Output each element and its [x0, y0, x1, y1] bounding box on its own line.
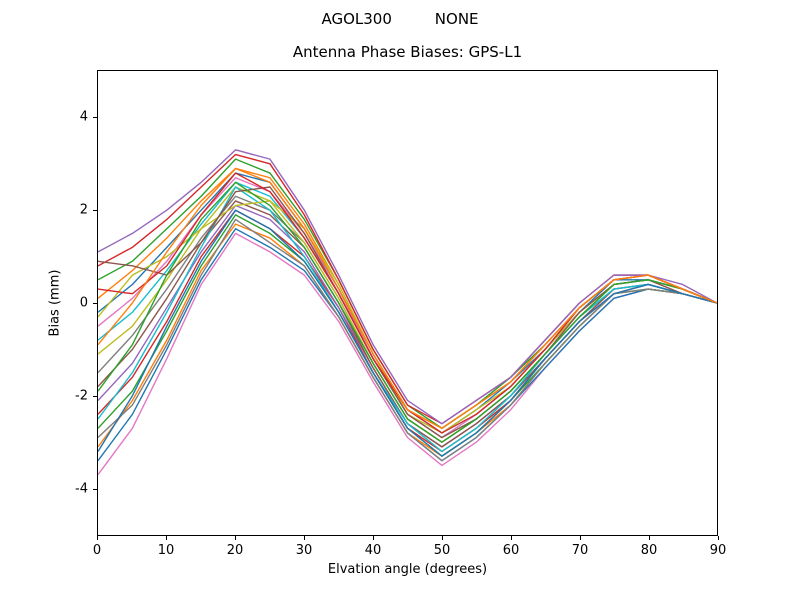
series-line-s24 [98, 167, 717, 429]
x-tick-label: 90 [709, 543, 727, 558]
x-tick-label: 50 [433, 543, 451, 558]
series-line-s13 [98, 167, 717, 429]
series-line-s16 [98, 149, 717, 425]
x-tick-mark [511, 536, 512, 540]
x-tick-label: 70 [571, 543, 589, 558]
x-tick-mark [97, 536, 98, 540]
x-tick-label: 30 [295, 543, 313, 558]
plot-svg [98, 149, 717, 476]
x-tick-mark [442, 536, 443, 540]
chart-title: Antenna Phase Biases: GPS-L1 [292, 43, 523, 61]
x-tick-label: 40 [364, 543, 382, 558]
series-line-s04 [98, 214, 717, 457]
y-tick-mark [93, 303, 97, 304]
series-line-s21 [98, 181, 717, 443]
x-tick-label: 0 [92, 543, 102, 558]
plot-area [97, 70, 718, 536]
series-line-s02 [98, 228, 717, 462]
x-tick-mark [649, 536, 650, 540]
x-axis-label: Elvation angle (degrees) [327, 562, 488, 577]
x-tick-label: 80 [640, 543, 658, 558]
y-tick-mark [93, 489, 97, 491]
x-tick-mark [373, 536, 374, 540]
y-tick-label: 4 [79, 109, 88, 125]
y-tick-mark [93, 116, 97, 118]
y-tick-mark [93, 396, 97, 398]
y-axis-label: Bias (mm) [47, 269, 63, 337]
y-tick-mark [93, 209, 97, 211]
x-tick-mark [580, 536, 581, 540]
figure-suptitle: AGOL300 NONE [321, 10, 479, 28]
x-tick-mark [166, 536, 167, 540]
series-line-s15 [98, 153, 717, 425]
x-tick-label: 10 [157, 543, 175, 558]
series-line-s05 [98, 209, 717, 453]
x-tick-label: 20 [226, 543, 244, 558]
y-tick-label: 0 [79, 295, 88, 311]
x-tick-label: 60 [502, 543, 520, 558]
y-tick-label: 2 [79, 202, 88, 218]
x-tick-mark [718, 536, 719, 540]
series-line-s17 [98, 186, 717, 453]
x-tick-mark [304, 536, 305, 540]
x-tick-mark [235, 536, 236, 540]
y-tick-label: -2 [75, 388, 88, 404]
series-line-s14 [98, 158, 717, 429]
series-line-s06 [98, 204, 717, 448]
y-tick-label: -4 [75, 481, 88, 497]
series-line-s23 [98, 209, 717, 457]
